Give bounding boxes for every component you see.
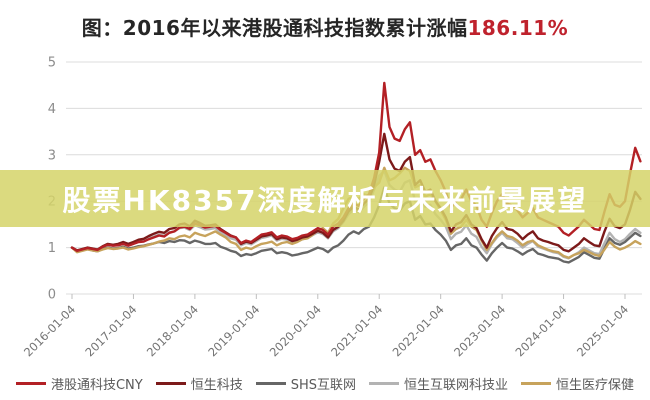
legend-line-swatch (255, 381, 286, 385)
x-axis-tick-label: 2025-01-04 (574, 302, 631, 359)
legend-label: 港股通科技CNY (50, 377, 143, 393)
x-axis-tick-label: 2024-01-04 (513, 302, 570, 359)
chart-legend: 港股通科技CNY 恒生科技 SHS互联网 恒生互联网科技业 恒生医疗保健 (0, 371, 650, 395)
legend-line-swatch (369, 381, 399, 385)
legend-item-2: SHS互联网 (255, 374, 356, 393)
y-axis-tick-label: 0 (48, 288, 56, 303)
legend-item-4: 恒生医疗保健 (521, 374, 634, 393)
y-axis-tick-label: 5 (48, 56, 56, 71)
x-axis-tick-label: 2017-01-04 (82, 302, 139, 359)
legend-label: SHS互联网 (290, 377, 356, 393)
promo-banner-text: 股票HK8357深度解析与未来前景展望 (62, 183, 588, 217)
series-line-2 (70, 186, 642, 264)
x-axis-tick-label: 2016-01-04 (21, 302, 78, 359)
legend-item-0: 港股通科技CNY (15, 374, 143, 393)
legend-item-1: 恒生科技 (155, 374, 243, 393)
legend-label: 恒生医疗保健 (556, 377, 635, 393)
y-axis-tick-label: 4 (48, 102, 56, 117)
promo-banner: 股票HK8357深度解析与未来前景展望 (0, 170, 650, 227)
x-axis-tick-label: 2023-01-04 (451, 302, 508, 359)
legend-line-swatch (15, 381, 46, 385)
chart-title: 图：2016年以来港股通科技指数累计涨幅186.11% (0, 12, 650, 41)
x-axis-tick-label: 2019-01-04 (205, 302, 262, 359)
legend-item-3: 恒生互联网科技业 (369, 374, 508, 393)
chart-title-percentage: 186.11% (467, 16, 569, 40)
x-axis-tick-label: 2021-01-04 (328, 302, 385, 359)
legend-line-swatch (521, 381, 552, 385)
y-axis-tick-label: 1 (48, 241, 56, 256)
x-axis-tick-label: 2020-01-04 (267, 302, 324, 359)
y-axis-tick-label: 3 (48, 148, 56, 163)
legend-label: 恒生互联网科技业 (404, 377, 509, 393)
legend-label: 恒生科技 (190, 377, 243, 393)
x-axis-tick-label: 2022-01-04 (390, 302, 447, 359)
chart-title-text: 图：2016年以来港股通科技指数累计涨幅 (81, 16, 468, 40)
x-axis-tick-label: 2018-01-04 (144, 302, 201, 359)
legend-line-swatch (155, 381, 186, 385)
